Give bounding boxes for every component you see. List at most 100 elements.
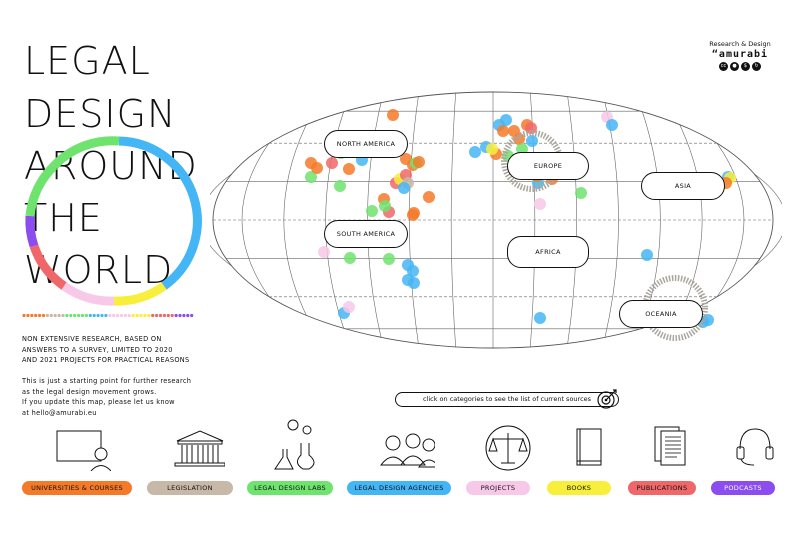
color-dot <box>88 313 92 318</box>
pill-publications[interactable]: PUBLICATIONS <box>628 481 696 495</box>
category-books[interactable] <box>537 405 627 471</box>
region-oceania[interactable]: OCEANIA <box>619 300 703 328</box>
map-marker[interactable] <box>343 301 355 313</box>
color-dot-divider <box>22 313 194 318</box>
categories-hint: click on categories to see the list of c… <box>395 392 619 407</box>
map-marker[interactable] <box>407 265 419 277</box>
region-europe[interactable]: EUROPE <box>507 152 589 180</box>
color-dot <box>151 313 155 318</box>
category-podcasts[interactable] <box>700 405 790 471</box>
color-dot <box>84 313 88 318</box>
map-marker[interactable] <box>366 205 378 217</box>
world-map[interactable] <box>210 75 782 375</box>
map-marker[interactable] <box>469 146 481 158</box>
category-agencies[interactable] <box>355 405 445 471</box>
classroom-icon <box>56 430 111 471</box>
region-south-america[interactable]: SOUTH AMERICA <box>324 220 408 248</box>
color-dot <box>61 313 65 318</box>
color-dot <box>190 313 194 318</box>
map-marker[interactable] <box>413 156 425 168</box>
intro-line: AND 2021 PROJECTS FOR PRACTICAL REASONS <box>22 356 190 364</box>
brand-block[interactable]: Research & Design “amurabi cc ● $ ↻ <box>700 40 780 71</box>
color-dot <box>158 313 163 318</box>
pill-books[interactable]: BOOKS <box>547 481 611 495</box>
map-marker[interactable] <box>534 312 546 324</box>
intro-line: at hello@amurabi.eu <box>22 408 97 417</box>
category-publications[interactable] <box>617 405 707 471</box>
map-marker[interactable] <box>575 187 587 199</box>
by-icon: ● <box>730 62 739 71</box>
meridian-line <box>241 143 270 297</box>
map-marker[interactable] <box>318 246 330 258</box>
color-dot <box>112 313 116 318</box>
nc-icon: $ <box>741 62 750 71</box>
map-marker[interactable] <box>398 182 410 194</box>
title-line-2: DESIGN <box>24 92 177 136</box>
map-marker[interactable] <box>606 119 618 131</box>
color-dot <box>186 313 190 318</box>
map-marker[interactable] <box>305 171 317 183</box>
intro-line: ANSWERS TO A SURVEY, LIMITED TO 2020 <box>22 345 173 354</box>
color-dot <box>80 313 85 318</box>
meridian-line <box>450 93 456 347</box>
brand-tagline: Research & Design <box>709 40 771 48</box>
color-dot <box>182 313 186 318</box>
pill-universities[interactable]: UNIVERSITIES & COURSES <box>22 481 132 495</box>
documents-icon <box>654 426 686 466</box>
color-dot <box>147 313 151 318</box>
color-dot <box>170 313 174 318</box>
lab-icon <box>274 419 315 470</box>
intro-line: If you update this map, please let us kn… <box>22 398 175 406</box>
sa-icon: ↻ <box>752 62 761 71</box>
category-universities[interactable] <box>31 405 121 471</box>
map-marker[interactable] <box>641 249 653 261</box>
map-marker[interactable] <box>534 198 546 210</box>
pill-projects[interactable]: PROJECTS <box>466 481 530 495</box>
pill-labs[interactable]: LEGAL DESIGN LABS <box>247 481 333 495</box>
meridian-line <box>604 102 619 338</box>
map-marker[interactable] <box>497 125 509 137</box>
map-marker[interactable] <box>526 135 538 147</box>
color-dot <box>174 313 178 318</box>
pill-agencies[interactable]: LEGAL DESIGN AGENCIES <box>347 481 451 495</box>
cc-icon: cc <box>719 62 728 71</box>
map-marker[interactable] <box>408 277 420 289</box>
region-asia[interactable]: ASIA <box>641 172 725 200</box>
category-labs[interactable] <box>243 405 333 471</box>
meridian-line <box>754 173 782 267</box>
scales-icon <box>485 425 531 471</box>
color-dot <box>49 313 53 318</box>
map-marker[interactable] <box>311 162 323 174</box>
map-marker[interactable] <box>423 191 435 203</box>
color-dot <box>139 313 143 318</box>
color-dot <box>45 313 49 318</box>
color-dot <box>135 313 139 318</box>
region-africa[interactable]: AFRICA <box>507 236 589 268</box>
map-marker[interactable] <box>383 253 395 265</box>
map-marker[interactable] <box>408 207 420 219</box>
map-marker[interactable] <box>379 200 391 212</box>
color-dot <box>77 313 81 318</box>
map-marker[interactable] <box>525 122 537 134</box>
map-marker[interactable] <box>486 143 498 155</box>
color-dot <box>108 313 112 318</box>
map-marker[interactable] <box>326 157 338 169</box>
color-dot <box>127 313 131 318</box>
map-marker[interactable] <box>344 252 356 264</box>
color-dot <box>53 313 57 318</box>
intro-paragraph-1: NON EXTENSIVE RESEARCH, BASED ON ANSWERS… <box>22 334 190 366</box>
map-marker[interactable] <box>343 163 355 175</box>
map-marker[interactable] <box>387 109 399 121</box>
title-line-1: LEGAL <box>24 39 151 83</box>
intro-line: as the legal design movement grows. <box>22 387 157 396</box>
category-projects[interactable] <box>453 405 543 471</box>
color-dot <box>73 313 77 318</box>
map-marker[interactable] <box>500 114 512 126</box>
pill-legislation[interactable]: LEGISLATION <box>147 481 233 495</box>
color-dot <box>69 313 73 318</box>
region-north-america[interactable]: NORTH AMERICA <box>324 130 408 158</box>
map-marker[interactable] <box>334 180 346 192</box>
color-dot <box>57 313 61 318</box>
pill-podcasts[interactable]: PODCASTS <box>711 481 775 495</box>
category-legislation[interactable] <box>145 405 235 471</box>
